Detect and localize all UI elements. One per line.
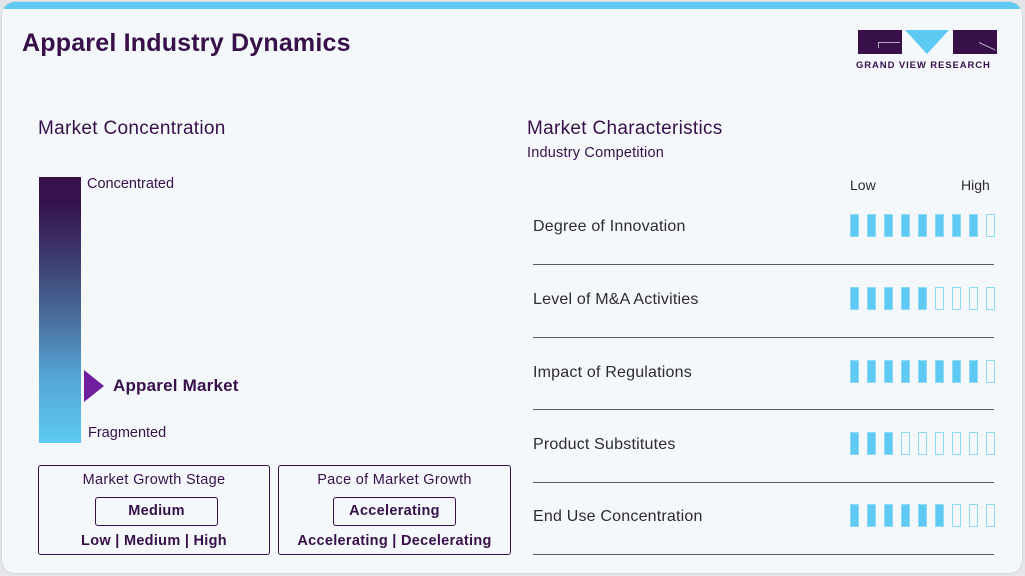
fragmented-label: Fragmented	[88, 425, 167, 441]
rating-segment-empty-icon	[952, 432, 961, 455]
rating-segment-filled-icon	[901, 360, 910, 383]
rating-segment-filled-icon	[935, 504, 944, 527]
market-characteristics-subtitle: Industry Competition	[527, 145, 664, 161]
characteristic-row: Impact of Regulations	[533, 360, 995, 436]
accent-top-bar	[2, 2, 1022, 9]
rating-bar-meter	[850, 360, 995, 383]
scale-high-label: High	[961, 177, 990, 193]
growth-stage-title: Market Growth Stage	[82, 472, 226, 488]
rating-segment-empty-icon	[935, 432, 944, 455]
rating-segment-filled-icon	[884, 214, 893, 237]
rating-segment-filled-icon	[867, 214, 876, 237]
rating-segment-filled-icon	[918, 504, 927, 527]
logo-v-triangle-icon	[905, 30, 949, 54]
rating-segment-empty-icon	[901, 432, 910, 455]
characteristic-row: Product Substitutes	[533, 432, 995, 508]
rating-segment-empty-icon	[969, 432, 978, 455]
growth-stage-options: Low | Medium | High	[81, 533, 227, 549]
rating-segment-empty-icon	[969, 504, 978, 527]
characteristic-label: Impact of Regulations	[533, 364, 692, 381]
pace-of-market-growth-box: Pace of Market Growth Accelerating Accel…	[278, 465, 511, 555]
logo-text: GRAND VIEW RESEARCH	[856, 60, 991, 71]
characteristic-label: Product Substitutes	[533, 436, 676, 453]
rating-segment-filled-icon	[867, 287, 876, 310]
rating-segment-empty-icon	[986, 432, 995, 455]
page-title: Apparel Industry Dynamics	[22, 29, 351, 57]
grand-view-research-logo: GRAND VIEW RESEARCH	[856, 29, 1000, 73]
rating-segment-empty-icon	[986, 360, 995, 383]
rating-segment-filled-icon	[935, 214, 944, 237]
rating-segment-filled-icon	[952, 214, 961, 237]
rating-segment-filled-icon	[884, 504, 893, 527]
rating-bar-meter	[850, 214, 995, 237]
row-divider	[533, 409, 994, 410]
market-characteristics-title: Market Characteristics	[527, 118, 723, 139]
row-divider	[533, 337, 994, 338]
scale-low-label: Low	[850, 177, 876, 193]
concentration-gradient-bar	[39, 177, 81, 443]
rating-segment-empty-icon	[986, 504, 995, 527]
rating-segment-empty-icon	[935, 287, 944, 310]
rating-segment-empty-icon	[952, 287, 961, 310]
rating-segment-empty-icon	[986, 287, 995, 310]
rating-segment-empty-icon	[918, 432, 927, 455]
market-growth-stage-box: Market Growth Stage Medium Low | Medium …	[38, 465, 270, 555]
rating-segment-filled-icon	[884, 287, 893, 310]
characteristic-row: Level of M&A Activities	[533, 287, 995, 363]
rating-segment-filled-icon	[918, 360, 927, 383]
rating-bar-meter	[850, 287, 995, 310]
row-divider	[533, 482, 994, 483]
characteristic-label: End Use Concentration	[533, 508, 703, 525]
growth-stage-value: Medium	[95, 497, 218, 526]
rating-segment-filled-icon	[850, 504, 859, 527]
logo-r-block-icon	[953, 30, 997, 54]
growth-pace-options: Accelerating | Decelerating	[297, 533, 492, 549]
rating-segment-filled-icon	[935, 360, 944, 383]
rating-segment-filled-icon	[867, 432, 876, 455]
rating-segment-filled-icon	[867, 360, 876, 383]
rating-segment-filled-icon	[884, 360, 893, 383]
growth-pace-value: Accelerating	[333, 497, 456, 526]
rating-segment-empty-icon	[986, 214, 995, 237]
characteristic-row: Degree of Innovation	[533, 214, 995, 290]
row-divider	[533, 554, 994, 555]
characteristic-row: End Use Concentration	[533, 504, 995, 573]
rating-segment-filled-icon	[969, 360, 978, 383]
rating-segment-filled-icon	[867, 504, 876, 527]
market-concentration-title: Market Concentration	[38, 118, 226, 139]
row-divider	[533, 264, 994, 265]
market-position-marker-icon	[84, 370, 104, 402]
growth-pace-title: Pace of Market Growth	[317, 472, 472, 488]
rating-segment-filled-icon	[850, 432, 859, 455]
rating-segment-filled-icon	[901, 504, 910, 527]
concentrated-label: Concentrated	[87, 176, 175, 192]
characteristic-label: Level of M&A Activities	[533, 291, 699, 308]
rating-segment-filled-icon	[918, 214, 927, 237]
rating-segment-filled-icon	[918, 287, 927, 310]
rating-segment-filled-icon	[850, 287, 859, 310]
rating-segment-filled-icon	[952, 360, 961, 383]
rating-bar-meter	[850, 432, 995, 455]
rating-segment-empty-icon	[969, 287, 978, 310]
rating-segment-filled-icon	[901, 214, 910, 237]
characteristic-label: Degree of Innovation	[533, 218, 686, 235]
rating-segment-filled-icon	[850, 360, 859, 383]
rating-segment-filled-icon	[901, 287, 910, 310]
rating-segment-filled-icon	[969, 214, 978, 237]
rating-segment-empty-icon	[952, 504, 961, 527]
rating-segment-filled-icon	[850, 214, 859, 237]
market-position-label: Apparel Market	[113, 376, 239, 395]
rating-segment-filled-icon	[884, 432, 893, 455]
rating-bar-meter	[850, 504, 995, 527]
